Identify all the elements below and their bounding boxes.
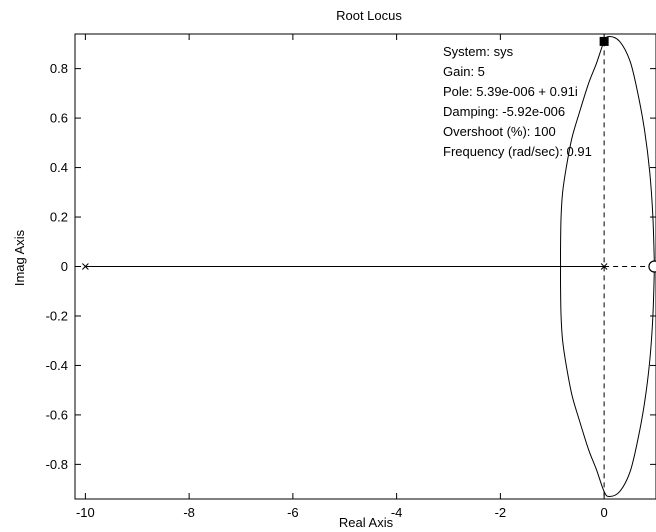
y-axis-title: Imag Axis [12, 229, 27, 286]
axis-ticks [75, 34, 656, 499]
datatip-system: System: sys [443, 44, 514, 59]
x-tick-labels: -10 -8 -6 -4 -2 0 [76, 505, 608, 520]
y-tick-label: -0.2 [46, 308, 68, 323]
x-tick-label: -2 [495, 505, 507, 520]
y-tick-labels: -0.8 -0.6 -0.4 -0.2 0 0.2 0.4 0.6 0.8 [46, 61, 68, 472]
y-tick-label: 0.8 [50, 61, 68, 76]
y-tick-label: 0.4 [50, 160, 68, 175]
x-tick-label: -4 [391, 505, 403, 520]
x-tick-label: -10 [76, 505, 95, 520]
datatip-pole: Pole: 5.39e-006 + 0.91i [443, 84, 578, 99]
locus-branches [85, 35, 655, 498]
selected-pole-marker[interactable] [599, 36, 609, 46]
pole-cross-b [600, 263, 608, 270]
y-tick-label: 0 [61, 259, 68, 274]
x-tick-label: -8 [183, 505, 195, 520]
datatip-overshoot: Overshoot (%): 100 [443, 124, 556, 139]
y-tick-label: 0.6 [50, 111, 68, 126]
locus-upper-branch [560, 35, 655, 267]
y-tick-label: -0.4 [46, 358, 68, 373]
datatip-damping: Damping: -5.92e-006 [443, 104, 565, 119]
pole-cross-b [82, 263, 89, 270]
x-axis-title: Real Axis [339, 515, 394, 530]
datatip[interactable]: System: sys Gain: 5 Pole: 5.39e-006 + 0.… [443, 44, 592, 159]
zero-marker [648, 260, 656, 273]
y-tick-label: -0.8 [46, 457, 68, 472]
pole-marker [82, 263, 89, 270]
datatip-gain: Gain: 5 [443, 64, 485, 79]
datatip-frequency: Frequency (rad/sec): 0.91 [443, 144, 592, 159]
locus-lower-branch [560, 266, 655, 498]
x-tick-label: 0 [601, 505, 608, 520]
chart-title: Root Locus [336, 8, 402, 23]
pole-marker [600, 263, 608, 270]
x-tick-label: -6 [287, 505, 299, 520]
y-tick-label: -0.6 [46, 407, 68, 422]
y-tick-label: 0.2 [50, 210, 68, 225]
pole-zero-markers [82, 260, 656, 273]
